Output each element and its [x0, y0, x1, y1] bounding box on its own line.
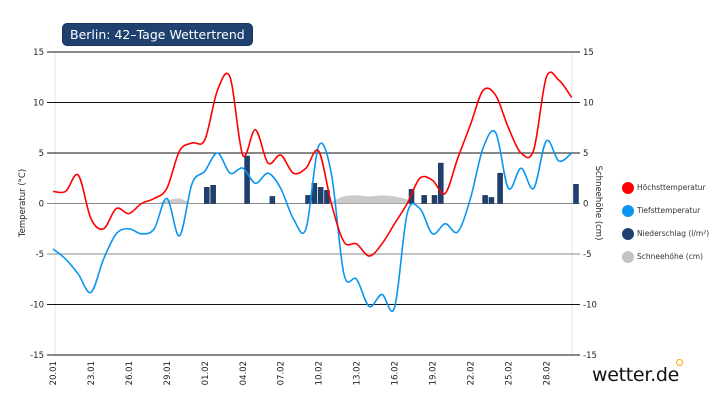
legend-dot-icon — [622, 250, 634, 263]
y2-tick-label: -10 — [583, 301, 597, 311]
x-tick-label: 23.01 — [87, 361, 97, 385]
precipitation-bar — [573, 184, 579, 204]
x-tick-label: 16.02 — [391, 361, 401, 385]
precipitation-bar — [244, 155, 250, 204]
legend-item-precip[interactable]: Niederschlag (l/m²) — [622, 222, 709, 245]
precipitation-bar — [269, 196, 276, 204]
x-tick-label: 26.01 — [125, 361, 135, 385]
x-tick-label: 01.02 — [201, 361, 211, 385]
y2-tick-label: -5 — [583, 250, 591, 260]
logo-accent-dot — [676, 359, 683, 366]
precipitation-bar — [210, 185, 216, 204]
x-tick-label: 25.02 — [504, 361, 514, 385]
temperature-lines — [52, 71, 573, 312]
legend-item-min[interactable]: Tiefsttemperatur — [622, 199, 709, 222]
y2-tick-label: 10 — [583, 99, 594, 109]
precipitation-bar — [488, 197, 495, 204]
max-temp-line — [52, 71, 573, 257]
min-temp-line — [52, 129, 573, 312]
legend-label: Schneehöhe (cm) — [637, 252, 703, 261]
snow-area — [53, 195, 572, 204]
precipitation-bar — [497, 172, 503, 204]
x-tick-label: 13.02 — [353, 361, 363, 385]
y-tick-label: -10 — [30, 301, 44, 311]
precipitation-bar — [421, 195, 427, 204]
legend: Höchsttemperatur Tiefsttemperatur Nieder… — [622, 176, 709, 268]
x-tick-label: 19.02 — [429, 361, 439, 385]
y-tick-label: -5 — [36, 250, 44, 260]
y-tick-label: 5 — [39, 149, 44, 159]
legend-item-max[interactable]: Höchsttemperatur — [622, 176, 709, 199]
y2-tick-label: 0 — [583, 200, 588, 210]
y2-axis-label: Schneehöhe (cm) — [593, 166, 603, 241]
wetter-de-logo[interactable]: wetter.de — [592, 364, 679, 386]
y-tick-label: 15 — [33, 48, 44, 58]
axes: -15 -15 -10 -10 -5 -5 0 0 5 5 10 10 15 15 20.01 23.01 26… — [30, 48, 597, 385]
x-tick-label: 04.02 — [239, 361, 249, 385]
legend-label: Tiefsttemperatur — [637, 206, 701, 215]
x-tick-label: 28.02 — [542, 361, 552, 385]
y2-tick-label: -15 — [583, 351, 597, 361]
y2-tick-label: 5 — [583, 149, 588, 159]
precipitation-bar — [438, 162, 444, 204]
precipitation-bar — [204, 187, 210, 204]
y-tick-label: 0 — [39, 200, 44, 210]
legend-item-snow[interactable]: Schneehöhe (cm) — [622, 245, 709, 268]
x-tick-label: 29.01 — [163, 361, 173, 385]
y-tick-label: 10 — [33, 99, 44, 109]
legend-dot-icon — [622, 204, 634, 217]
precipitation-bar — [482, 195, 488, 204]
legend-label: Höchsttemperatur — [637, 183, 706, 192]
snow-series — [53, 195, 572, 204]
legend-label: Niederschlag (l/m²) — [637, 229, 710, 238]
x-tick-label: 07.02 — [277, 361, 287, 385]
precipitation-bar — [431, 195, 438, 204]
x-tick-label: 10.02 — [315, 361, 325, 385]
y2-tick-label: 15 — [583, 48, 594, 58]
x-tick-label: 22.02 — [466, 361, 476, 385]
precipitation-bar — [317, 187, 324, 204]
x-tick-label: 20.01 — [49, 361, 59, 385]
chart-title: Berlin: 42–Tage Wettertrend — [62, 23, 253, 46]
legend-dot-icon — [622, 181, 634, 194]
legend-dot-icon — [622, 227, 634, 240]
y-tick-label: -15 — [30, 351, 44, 361]
precipitation-bars — [204, 155, 579, 204]
y-axis-label: Temperatur (°C) — [18, 169, 28, 238]
